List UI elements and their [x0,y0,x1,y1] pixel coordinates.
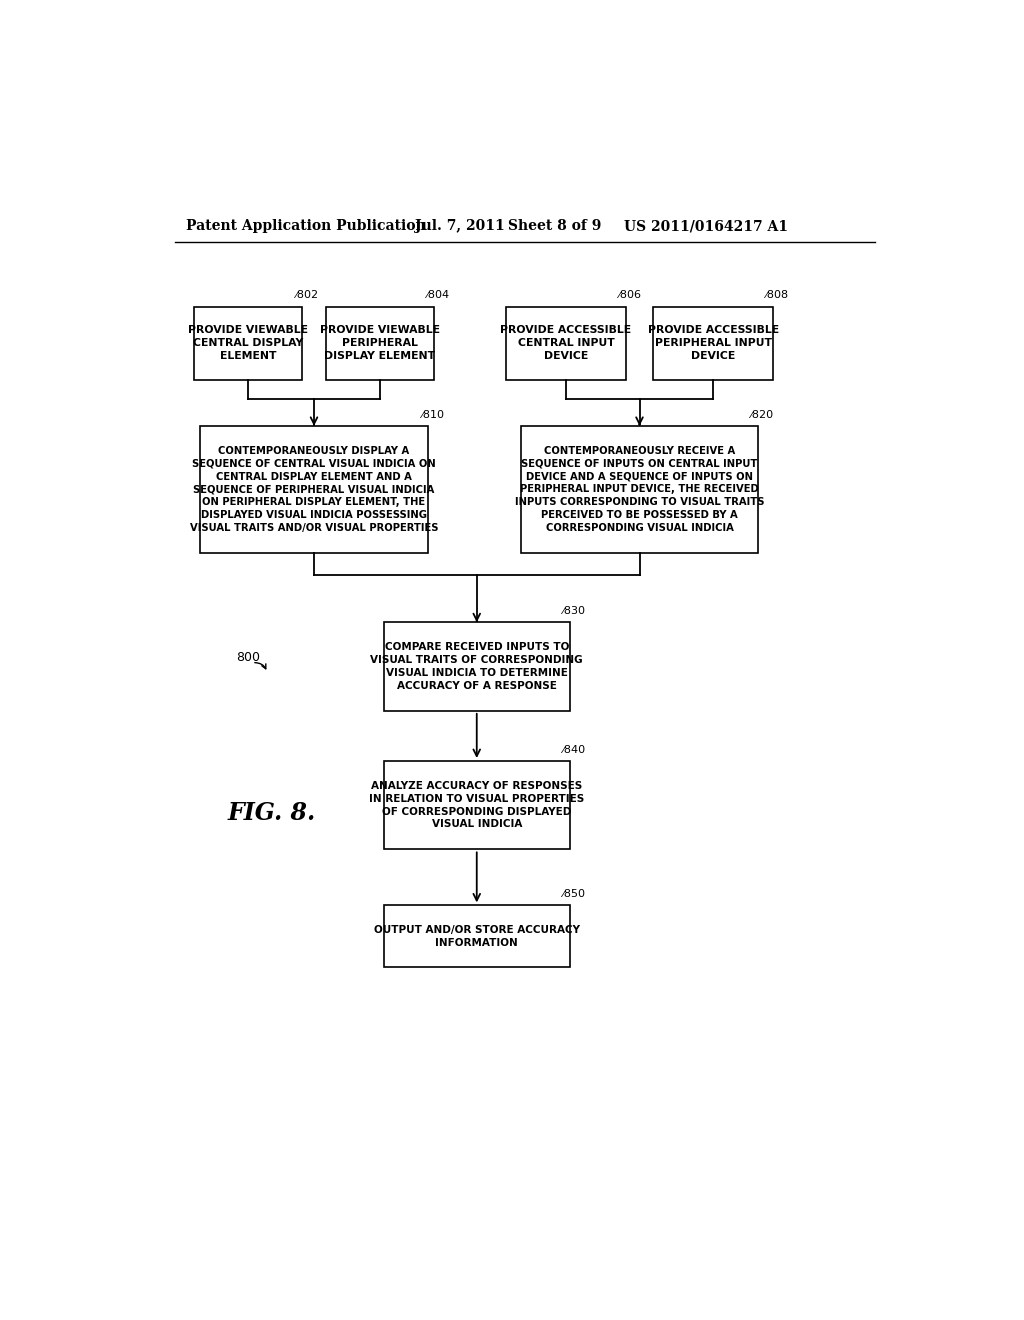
Text: ⁄840: ⁄840 [562,744,585,755]
Text: FIG. 8.: FIG. 8. [227,801,315,825]
Bar [384,760,569,850]
Text: COMPARE RECEIVED INPUTS TO
VISUAL TRAITS OF CORRESPONDING
VISUAL INDICIA TO DETE: COMPARE RECEIVED INPUTS TO VISUAL TRAITS… [371,643,583,690]
Text: PROVIDE ACCESSIBLE
CENTRAL INPUT
DEVICE: PROVIDE ACCESSIBLE CENTRAL INPUT DEVICE [501,326,632,360]
Text: ⁄804: ⁄804 [426,290,450,301]
Bar [506,306,626,380]
Text: ⁄830: ⁄830 [562,606,585,616]
Text: ⁄850: ⁄850 [562,890,585,899]
Bar [384,906,569,966]
Text: Sheet 8 of 9: Sheet 8 of 9 [508,219,601,234]
Bar [200,426,428,553]
Text: Jul. 7, 2011: Jul. 7, 2011 [415,219,505,234]
Text: ⁄802: ⁄802 [295,290,317,301]
Text: ⁄810: ⁄810 [421,409,443,420]
Text: PROVIDE VIEWABLE
PERIPHERAL
DISPLAY ELEMENT: PROVIDE VIEWABLE PERIPHERAL DISPLAY ELEM… [319,326,440,360]
Text: ⁄808: ⁄808 [765,290,788,301]
Text: ⁄806: ⁄806 [618,290,641,301]
Text: PROVIDE VIEWABLE
CENTRAL DISPLAY
ELEMENT: PROVIDE VIEWABLE CENTRAL DISPLAY ELEMENT [188,326,308,360]
Text: ANALYZE ACCURACY OF RESPONSES
IN RELATION TO VISUAL PROPERTIES
OF CORRESPONDING : ANALYZE ACCURACY OF RESPONSES IN RELATIO… [369,781,585,829]
Bar [384,622,569,711]
Text: US 2011/0164217 A1: US 2011/0164217 A1 [624,219,788,234]
Text: OUTPUT AND/OR STORE ACCURACY
INFORMATION: OUTPUT AND/OR STORE ACCURACY INFORMATION [374,925,580,948]
Text: ⁄820: ⁄820 [750,409,773,420]
Bar [326,306,434,380]
Bar [521,426,758,553]
Text: Patent Application Publication: Patent Application Publication [186,219,426,234]
Bar [653,306,773,380]
Text: 800: 800 [237,651,260,664]
Text: CONTEMPORANEOUSLY RECEIVE A
SEQUENCE OF INPUTS ON CENTRAL INPUT
DEVICE AND A SEQ: CONTEMPORANEOUSLY RECEIVE A SEQUENCE OF … [515,446,764,533]
Text: CONTEMPORANEOUSLY DISPLAY A
SEQUENCE OF CENTRAL VISUAL INDICIA ON
CENTRAL DISPLA: CONTEMPORANEOUSLY DISPLAY A SEQUENCE OF … [189,446,438,533]
Bar [194,306,302,380]
Text: PROVIDE ACCESSIBLE
PERIPHERAL INPUT
DEVICE: PROVIDE ACCESSIBLE PERIPHERAL INPUT DEVI… [647,326,778,360]
